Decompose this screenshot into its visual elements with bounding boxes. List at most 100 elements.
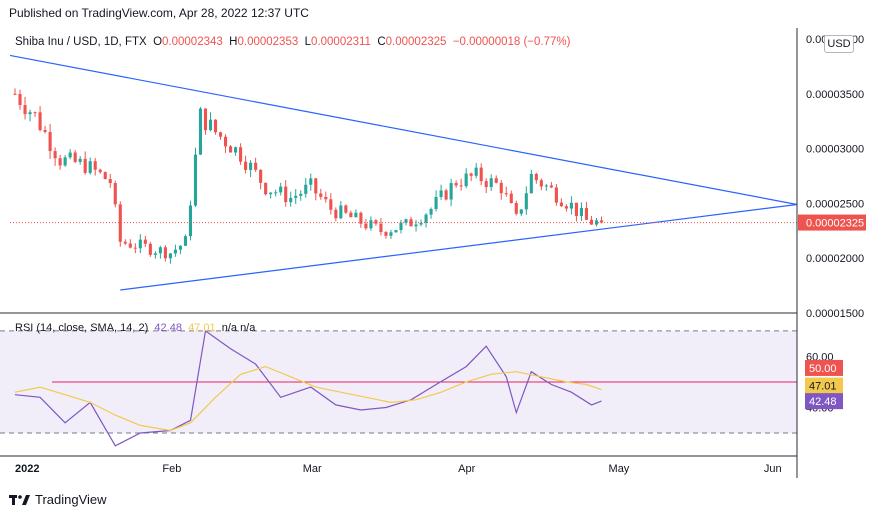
rsi-series-sma <box>14 365 602 432</box>
candle-body <box>198 108 203 155</box>
candle-body <box>549 185 553 188</box>
candle-body <box>554 187 558 203</box>
candle <box>569 196 573 215</box>
candle <box>494 175 498 184</box>
candle-body <box>123 241 127 244</box>
candle-body <box>434 197 438 209</box>
candle <box>319 188 323 200</box>
candle-body <box>43 130 47 132</box>
candle <box>524 186 528 215</box>
candle-body <box>173 249 177 254</box>
candle <box>454 180 458 188</box>
candle-body <box>559 202 563 207</box>
candle <box>73 149 77 164</box>
footer-brand[interactable]: TradingView <box>9 492 107 507</box>
candle-body <box>103 172 107 180</box>
candle <box>229 144 233 153</box>
candle-body <box>223 136 228 147</box>
candle <box>514 200 518 216</box>
candle <box>123 239 127 246</box>
candle <box>18 89 22 110</box>
candle <box>218 131 223 140</box>
candle-body <box>339 205 343 219</box>
candle-body <box>88 161 92 173</box>
candle <box>329 193 333 215</box>
candle <box>584 201 589 220</box>
candle-body <box>529 173 533 194</box>
candle <box>284 180 288 207</box>
candle-body <box>239 147 243 162</box>
candle <box>208 112 213 132</box>
time-tick-label: Feb <box>162 463 181 475</box>
candle-body <box>113 183 117 205</box>
candle-body <box>474 167 478 176</box>
candle <box>168 253 172 264</box>
candle <box>529 169 533 194</box>
footer-brand-text: TradingView <box>35 492 107 507</box>
trendline-lower <box>120 203 798 291</box>
price-tick-label: 0.00001500 <box>806 308 864 320</box>
candle <box>579 202 584 221</box>
candle <box>344 204 348 214</box>
candle-body <box>28 112 32 115</box>
candle <box>369 216 373 231</box>
candle-body <box>18 93 22 106</box>
last-price-badge: 0.00002325 <box>798 214 866 231</box>
candle <box>354 209 358 218</box>
candle-body <box>494 178 498 183</box>
candle <box>389 229 393 239</box>
candle-body <box>484 181 488 188</box>
candle <box>188 200 193 241</box>
candle-body <box>269 192 273 195</box>
candle <box>133 243 137 254</box>
candle <box>294 189 298 205</box>
candle-body <box>148 243 152 255</box>
candle-body <box>244 161 248 170</box>
high-label: H <box>229 36 238 48</box>
candle <box>13 88 17 96</box>
candle <box>409 216 413 227</box>
candle <box>158 245 162 259</box>
candle-body <box>574 202 578 217</box>
candle <box>269 192 273 199</box>
candle <box>594 218 599 227</box>
candle-body <box>459 185 463 187</box>
candle <box>113 180 117 208</box>
candle <box>58 154 62 170</box>
candle <box>439 184 443 200</box>
candle <box>339 200 343 220</box>
candle <box>193 147 198 208</box>
candle-body <box>524 193 528 210</box>
candle <box>434 190 438 212</box>
candle <box>103 171 107 180</box>
candle-body <box>449 183 453 200</box>
change-value: −0.00000018 (−0.77%) <box>452 36 571 48</box>
candle-body <box>349 212 353 218</box>
candle-body <box>108 179 112 184</box>
candle <box>83 151 87 175</box>
candle-body <box>489 178 493 188</box>
candle <box>484 178 488 194</box>
candle <box>534 172 538 184</box>
candle <box>143 235 147 248</box>
candle <box>203 108 208 135</box>
rsi-legend-sma: 47.01 <box>188 322 216 334</box>
candle <box>304 178 308 198</box>
candle <box>479 163 483 186</box>
axis-layer: 0.000040000.000035000.000030000.00002500… <box>0 28 866 478</box>
candle <box>63 155 67 167</box>
candle-body <box>299 193 303 196</box>
candle-body <box>304 184 308 194</box>
candle <box>249 160 253 178</box>
candle-body <box>324 196 328 200</box>
candle-body <box>469 173 473 176</box>
candle-body <box>544 185 548 187</box>
candle <box>564 204 568 212</box>
candle-body <box>314 178 318 194</box>
candle <box>314 177 318 201</box>
candle-body <box>444 190 448 200</box>
candle <box>148 241 152 257</box>
candle-body <box>234 147 238 153</box>
currency-button[interactable]: USD <box>824 35 854 53</box>
